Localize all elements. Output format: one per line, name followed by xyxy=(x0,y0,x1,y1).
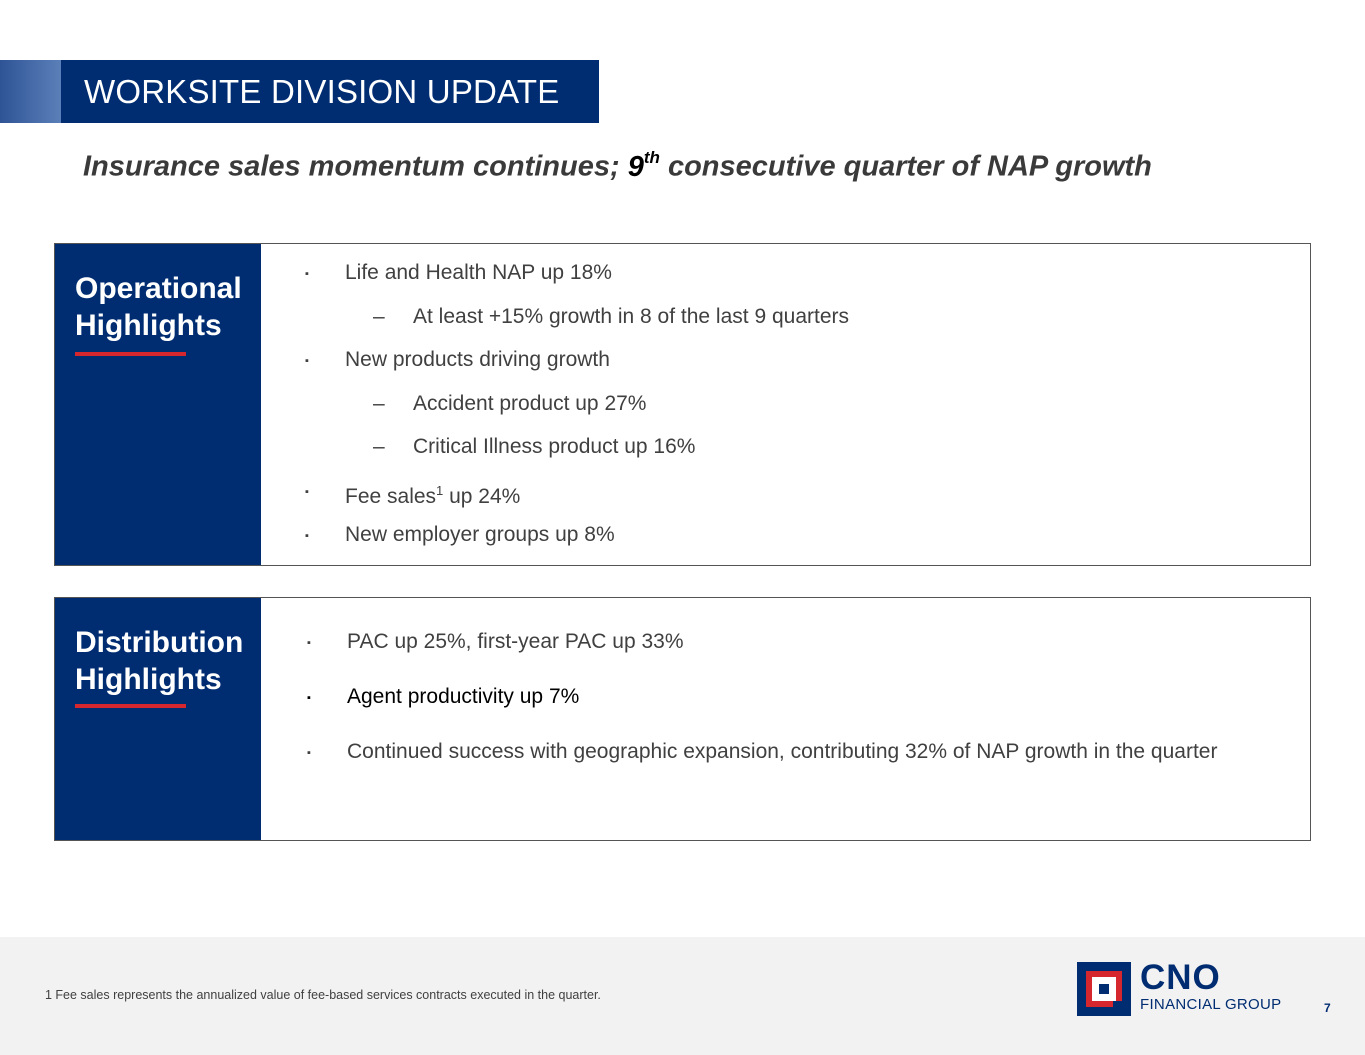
page-number: 7 xyxy=(1324,1001,1331,1015)
operational-highlights-panel: Operational Highlights ▪ Life and Health… xyxy=(54,243,1311,566)
square-bullet-icon: ▪ xyxy=(305,530,309,542)
list-item-text: Accident product up 27% xyxy=(413,392,647,415)
cno-logo-mark-icon xyxy=(1077,962,1131,1016)
heading-underline xyxy=(75,704,186,708)
list-item-text: At least +15% growth in 8 of the last 9 … xyxy=(413,305,849,328)
distribution-highlights-sidebar: Distribution Highlights xyxy=(55,598,261,840)
list-item-text: PAC up 25%, first-year PAC up 33% xyxy=(347,630,684,653)
square-bullet-icon: ▪ xyxy=(305,268,309,280)
square-bullet-icon: ▪ xyxy=(305,486,309,498)
heading-line-1: Operational xyxy=(75,272,242,305)
subtitle-ordinal: 9th xyxy=(627,148,660,183)
footnote: 1 Fee sales represents the annualized va… xyxy=(45,988,601,1002)
dash-bullet-icon: – xyxy=(373,435,385,458)
subtitle-lead: Insurance sales momentum continues; xyxy=(83,150,628,183)
heading-underline xyxy=(75,352,186,356)
title-accent-block xyxy=(0,60,61,123)
square-bullet-icon: ▪ xyxy=(307,637,311,649)
logo-subtitle: FINANCIAL GROUP xyxy=(1140,996,1282,1013)
heading-line-1: Distribution xyxy=(75,626,244,659)
slide-subtitle: Insurance sales momentum continues; 9th … xyxy=(83,148,1313,184)
list-item-text: Fee sales1 up 24% xyxy=(345,475,1290,513)
dash-bullet-icon: – xyxy=(373,305,385,328)
distribution-highlights-heading: Distribution Highlights xyxy=(75,624,243,698)
list-item-text: Agent productivity up 7% xyxy=(347,685,580,708)
subtitle-ordinal-suffix: th xyxy=(643,148,660,167)
square-bullet-icon: ▪ xyxy=(307,692,311,704)
operational-highlights-heading: Operational Highlights xyxy=(75,270,242,344)
subtitle-tail: consecutive quarter of NAP growth xyxy=(659,150,1152,183)
slide-title: WORKSITE DIVISION UPDATE xyxy=(61,60,599,123)
list-item-text: Life and Health NAP up 18% xyxy=(345,261,612,284)
logo-wordmark: CNO xyxy=(1140,958,1221,997)
distribution-highlights-panel: Distribution Highlights ▪ PAC up 25%, fi… xyxy=(54,597,1311,841)
fee-sales-value: up 24% xyxy=(443,485,521,508)
square-bullet-icon: ▪ xyxy=(305,355,309,367)
list-item-text: Continued success with geographic expans… xyxy=(347,740,1218,763)
dash-bullet-icon: – xyxy=(373,392,385,415)
cno-logo: CNO FINANCIAL GROUP xyxy=(1077,958,1292,1016)
slide-footer: 1 Fee sales represents the annualized va… xyxy=(0,937,1365,1055)
list-item-text: New products driving growth xyxy=(345,348,610,371)
fee-sales-label: Fee sales xyxy=(345,485,437,508)
heading-line-2: Highlights xyxy=(75,309,222,342)
subtitle-ordinal-number: 9 xyxy=(627,150,644,183)
operational-highlights-sidebar: Operational Highlights xyxy=(55,244,261,565)
heading-line-2: Highlights xyxy=(75,663,222,696)
list-item-text: Critical Illness product up 16% xyxy=(413,435,696,458)
footnote-ref: 1 xyxy=(436,483,444,498)
list-item-text: New employer groups up 8% xyxy=(345,523,615,546)
square-bullet-icon: ▪ xyxy=(307,747,311,759)
